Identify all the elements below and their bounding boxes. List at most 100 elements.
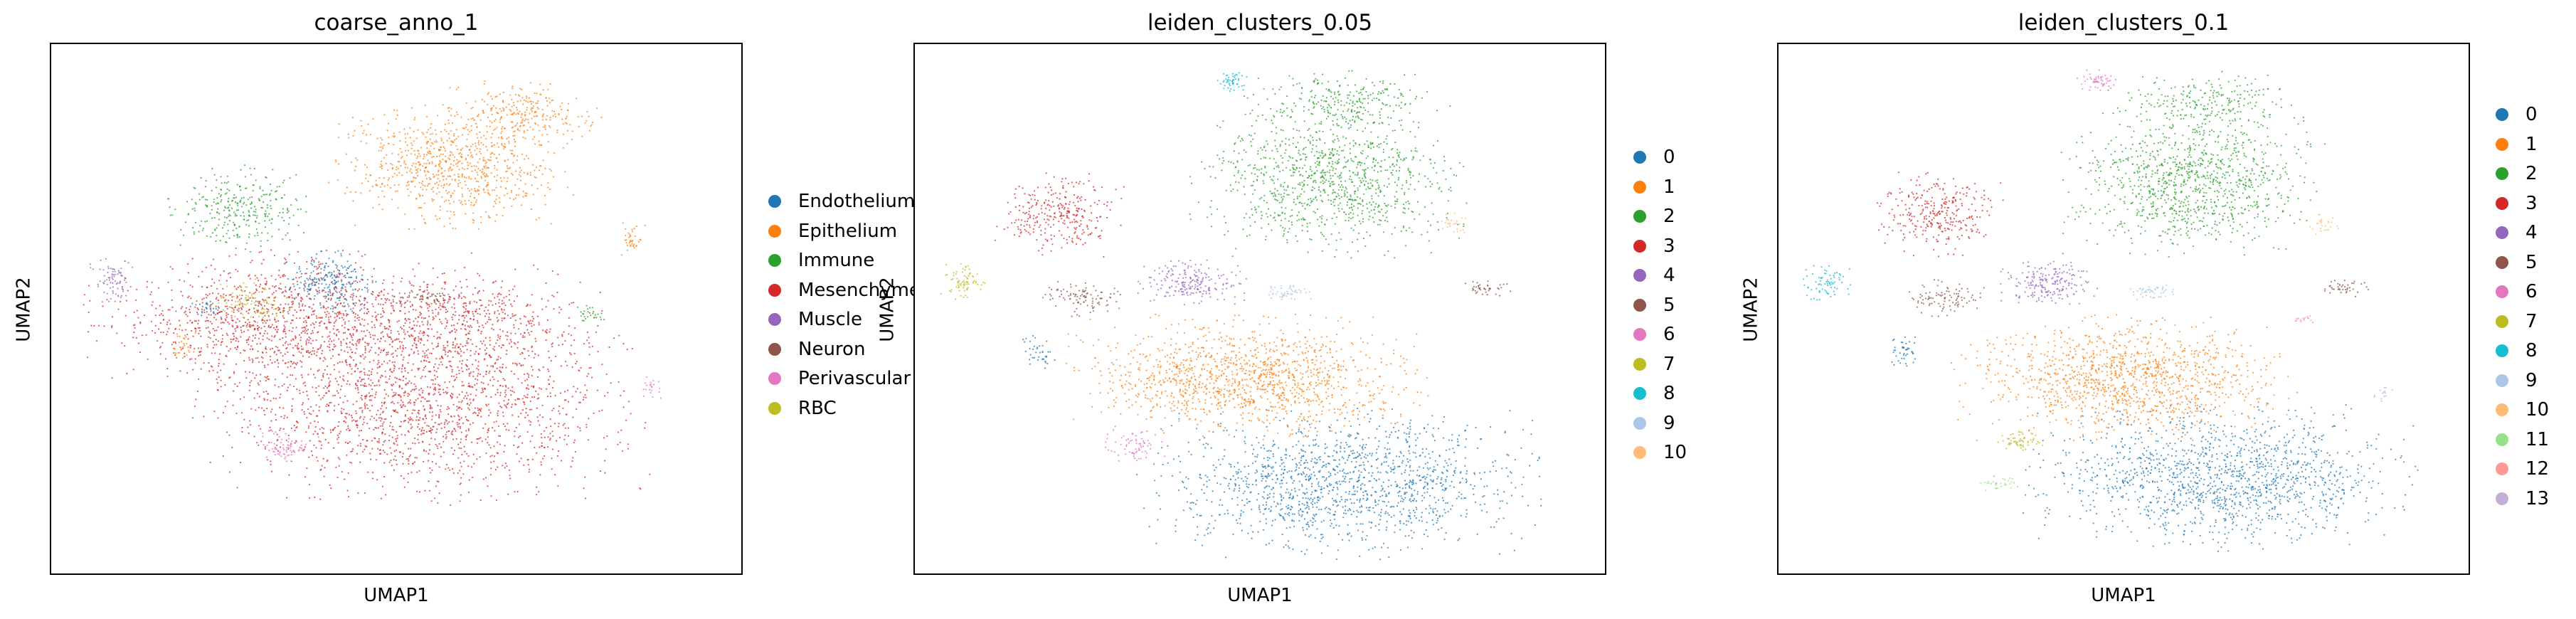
- legend-item: 10: [1633, 442, 1687, 463]
- scatter-plot: [1803, 69, 2419, 553]
- legend-marker: [768, 401, 781, 415]
- legend-marker: [2496, 433, 2508, 446]
- cluster-5: [1465, 280, 1512, 297]
- legend-marker: [2496, 255, 2508, 269]
- legend-item: 12: [2496, 458, 2549, 480]
- legend-item: 4: [1633, 265, 1675, 286]
- cluster-epithelium: [174, 329, 196, 359]
- legend-item: 5: [1633, 295, 1675, 316]
- legend-label: 0: [1663, 147, 1675, 168]
- cluster-2: [2107, 70, 2305, 134]
- panel-title: leiden_clusters_0.1: [2018, 10, 2230, 36]
- cluster-7: [940, 263, 986, 300]
- legend-label: 2: [1663, 206, 1675, 227]
- cluster-9: [2129, 284, 2174, 301]
- cluster-3: [1876, 171, 2004, 258]
- panel-title: coarse_anno_1: [314, 10, 479, 36]
- cluster-2: [2060, 107, 2326, 258]
- legend-label: 3: [2525, 192, 2538, 214]
- legend-marker: [2496, 108, 2508, 121]
- cluster-immune: [577, 305, 605, 322]
- legend-marker: [1633, 269, 1646, 282]
- legend-marker: [2496, 167, 2508, 180]
- legend-label: Muscle: [798, 309, 862, 330]
- legend-marker: [768, 342, 781, 356]
- legend-label: 0: [2525, 104, 2538, 125]
- legend-item: 0: [1633, 147, 1675, 168]
- legend-item: 5: [2496, 252, 2538, 273]
- legend-marker: [1633, 239, 1646, 253]
- legend-marker: [768, 195, 781, 208]
- legend-label: Endothelium: [798, 191, 916, 212]
- cluster-4: [2000, 260, 2099, 305]
- legend-item: Epithelium: [768, 221, 897, 242]
- scatter-plot: [83, 80, 662, 507]
- legend-marker: [2496, 374, 2508, 387]
- legend-label: 4: [1663, 265, 1675, 286]
- cluster-endothelium: [189, 302, 222, 319]
- legend-item: 2: [2496, 163, 2538, 184]
- legend-label: 8: [2525, 340, 2538, 361]
- legend-label: Perivascular: [798, 368, 911, 389]
- legend-item: Endothelium: [768, 191, 915, 212]
- cluster-epithelium: [328, 102, 575, 230]
- legend-label: 6: [2525, 281, 2538, 302]
- cluster-0: [1891, 336, 1916, 367]
- legend-marker: [1633, 298, 1646, 312]
- cluster-2: [1189, 105, 1468, 259]
- legend-label: 8: [1663, 383, 1675, 404]
- legend-marker: [1633, 357, 1646, 371]
- legend-label: 7: [2525, 310, 2538, 332]
- legend-marker: [2496, 196, 2508, 210]
- legend-marker: [1633, 446, 1646, 459]
- cluster-mesenchyme: [327, 264, 603, 377]
- legend: Endothelium Epithelium Immune Mesenchyme Mus…: [768, 191, 921, 425]
- cluster-5: [2324, 280, 2370, 297]
- legend-label: 7: [1663, 353, 1675, 375]
- y-axis-label: UMAP2: [13, 277, 35, 342]
- legend-item: 9: [1633, 413, 1675, 434]
- legend-marker: [768, 283, 781, 297]
- legend-item: 2: [1633, 206, 1675, 227]
- legend-item: 10: [2496, 399, 2549, 420]
- legend-label: 10: [2525, 399, 2550, 420]
- cluster-0: [2022, 401, 2419, 553]
- legend-marker: [1633, 210, 1646, 223]
- legend-item: 1: [1633, 176, 1675, 198]
- legend-label: 1: [2525, 133, 2538, 155]
- cluster-rbc: [210, 277, 290, 328]
- cluster-11: [1980, 475, 2018, 492]
- legend-item: Muscle: [768, 309, 862, 330]
- legend-item: 6: [1633, 324, 1675, 345]
- legend-marker: [2496, 285, 2508, 298]
- cluster-0: [1136, 407, 1542, 561]
- y-axis-label: UMAP2: [1740, 277, 1762, 342]
- cluster-8: [1803, 265, 1852, 301]
- cluster-3: [995, 172, 1125, 258]
- legend-label: Epithelium: [798, 220, 898, 242]
- legend-marker: [2496, 403, 2508, 416]
- cluster-mesenchyme: [83, 249, 477, 388]
- legend-item: 8: [2496, 340, 2538, 361]
- panel-title: leiden_clusters_0.05: [1147, 10, 1373, 36]
- x-axis-label: UMAP1: [1227, 585, 1293, 606]
- legend-label: 1: [1663, 176, 1675, 198]
- legend-item: 0: [2496, 104, 2538, 125]
- legend-item: RBC: [768, 398, 837, 419]
- cluster-endothelium: [280, 250, 377, 314]
- cluster-epithelium: [620, 222, 646, 256]
- cluster-5: [1909, 279, 1985, 317]
- legend-marker: [2496, 137, 2508, 151]
- cluster-perivascular: [642, 376, 662, 399]
- legend-marker: [2496, 492, 2508, 505]
- legend-label: 4: [2525, 222, 2538, 243]
- legend-label: Mesenchyme: [798, 279, 921, 301]
- legend-marker: [2496, 226, 2508, 239]
- x-axis-label: UMAP1: [2091, 585, 2156, 606]
- legend-item: 6: [2496, 281, 2538, 302]
- cluster-7: [1997, 430, 2044, 451]
- cluster-13: [2373, 386, 2393, 402]
- legend-label: 9: [1663, 412, 1675, 434]
- legend-marker: [1633, 387, 1646, 400]
- legend-label: Neuron: [798, 338, 866, 360]
